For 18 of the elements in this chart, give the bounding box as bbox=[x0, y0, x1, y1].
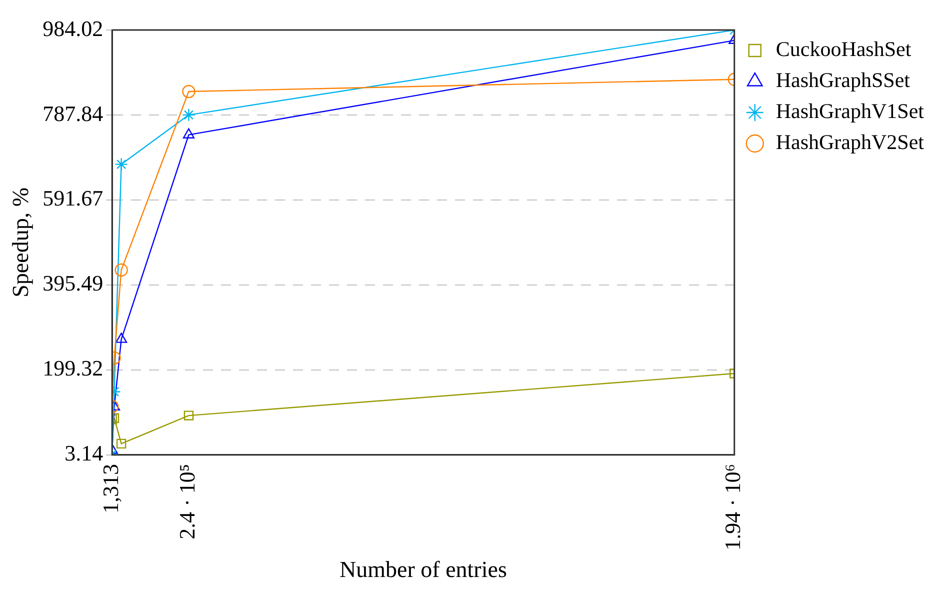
y-tick-label: 3.14 bbox=[64, 440, 104, 466]
legend-label: HashGraphSSet bbox=[776, 68, 910, 92]
point bbox=[182, 108, 196, 122]
legend-label: HashGraphV1Set bbox=[776, 99, 924, 124]
y-tick-label: 199.32 bbox=[42, 356, 104, 381]
y-tick-label: 984.02 bbox=[42, 16, 104, 41]
y-tick-label: 395.49 bbox=[42, 270, 104, 296]
x-tick-label: 1.94 · 10⁶ bbox=[720, 464, 746, 550]
y-tick-label: 591.67 bbox=[42, 186, 104, 211]
point bbox=[114, 158, 128, 171]
x-tick-label: 1,313 bbox=[98, 464, 123, 514]
legend-label: CuckooHashSet bbox=[776, 37, 912, 62]
point bbox=[112, 413, 120, 423]
y-tick-label: 787.84 bbox=[42, 100, 104, 126]
x-axis-title: Number of entries bbox=[340, 557, 507, 582]
y-axis-title: Speedup, % bbox=[8, 188, 33, 298]
legend-label: HashGraphV2Set bbox=[776, 130, 924, 154]
x-tick-label: 2.4 · 10⁵ bbox=[174, 464, 200, 540]
